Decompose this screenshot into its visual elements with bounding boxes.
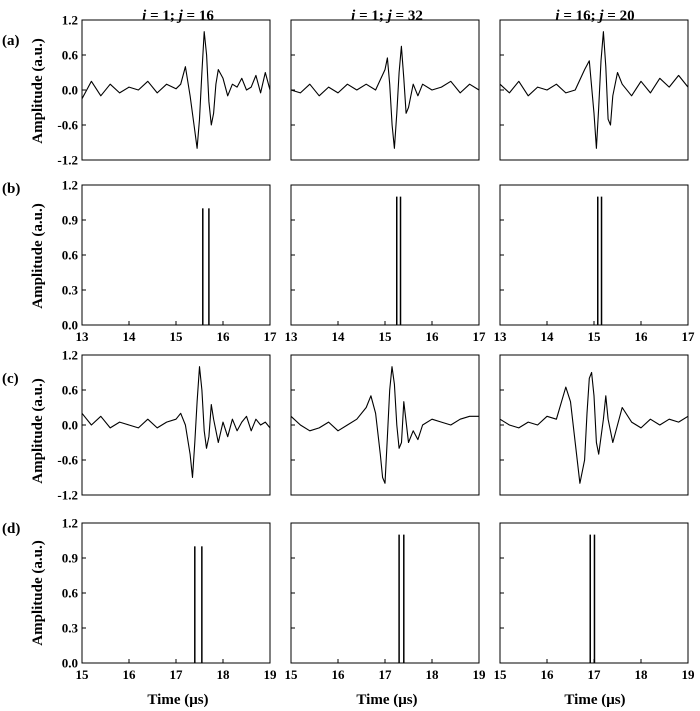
panel-r3-c2-xtick-label-1: 16 bbox=[541, 667, 555, 682]
panel-r2-c0: -1.2 -0.6 0.0 0.6 1.2 bbox=[57, 348, 271, 503]
panel-r3-c2: 15 16 17 18 19 bbox=[494, 522, 696, 682]
panel-r1-c0-xtick-label-3: 16 bbox=[217, 329, 231, 344]
panel-r3-c2-xtick-label-0: 15 bbox=[494, 667, 508, 682]
panel-r1-c0-frame bbox=[81, 184, 271, 326]
panel-r3-c0-ytick-label-2: 0.6 bbox=[62, 586, 79, 601]
panel-r0-c0-ytick-label-4: 1.2 bbox=[62, 13, 78, 28]
panel-r2-c0-ytick-label-4: 1.2 bbox=[62, 348, 78, 363]
panel-r3-c0-ytick-label-0: 0.0 bbox=[62, 656, 78, 671]
row-label-d: (d) bbox=[2, 521, 20, 537]
panel-r0-c1-series-line bbox=[290, 45, 480, 149]
panel-r1-c0-ytick-label-1: 0.3 bbox=[62, 283, 79, 298]
panel-r3-c0: 0.0 0.3 0.6 0.9 1.2 15 16 17 18 19 bbox=[62, 516, 277, 683]
panel-r2-c1 bbox=[290, 354, 480, 496]
panel-r2-c1-series-line bbox=[290, 366, 479, 484]
column-title-2: i = 1; j = 32 bbox=[351, 8, 423, 24]
panel-r3-c1-xtick-label-3: 18 bbox=[426, 667, 440, 682]
panel-r3-c0-xtick-label-1: 16 bbox=[123, 667, 137, 682]
panel-r3-c0-frame bbox=[81, 522, 271, 664]
panel-r1-c1-frame bbox=[290, 184, 480, 326]
panel-r1-c1-xtick-label-1: 14 bbox=[332, 329, 346, 344]
panel-r0-c0-ytick-label-1: -0.6 bbox=[57, 118, 78, 133]
panel-r3-c2-xtick-label-3: 18 bbox=[635, 667, 649, 682]
ylabel-row-b: Amplitude (a.u.) bbox=[30, 203, 46, 308]
panel-r1-c2-xtick-label-3: 16 bbox=[635, 329, 649, 344]
panel-r0-c2-series-line bbox=[499, 31, 689, 149]
panel-r2-c0-frame bbox=[81, 354, 271, 496]
panel-r1-c1-xtick-label-2: 15 bbox=[379, 329, 393, 344]
panel-r3-c0-xtick-label-4: 19 bbox=[264, 667, 278, 682]
panel-r1-c0: 0.0 0.3 0.6 0.9 1.2 13 14 15 16 17 bbox=[62, 178, 277, 345]
xlabel-col-1: Time (μs) bbox=[147, 692, 208, 708]
panel-r3-c1-xtick-label-1: 16 bbox=[332, 667, 346, 682]
panel-r1-c0-xtick-label-0: 13 bbox=[76, 329, 90, 344]
panel-r1-c0-ytick-label-0: 0.0 bbox=[62, 318, 78, 333]
panel-r0-c0-frame bbox=[81, 19, 271, 161]
panel-r1-c2-xtick-label-4: 17 bbox=[682, 329, 696, 344]
row-label-b: (b) bbox=[2, 181, 20, 197]
panel-r2-c0-ytick-label-2: 0.0 bbox=[62, 418, 78, 433]
panel-r3-c0-xtick-label-3: 18 bbox=[217, 667, 231, 682]
panel-r1-c1-xtick-label-3: 16 bbox=[426, 329, 440, 344]
panel-r0-c0-series-line bbox=[81, 31, 271, 149]
panel-r1-c0-xtick-label-4: 17 bbox=[264, 329, 278, 344]
xlabel-col-3: Time (μs) bbox=[564, 692, 625, 708]
panel-r3-c0-xtick-label-0: 15 bbox=[76, 667, 90, 682]
panel-r3-c0-ytick-label-1: 0.3 bbox=[62, 621, 79, 636]
panel-r0-c0: -1.2 -0.6 0.0 0.6 1.2 bbox=[57, 13, 271, 168]
panel-r0-c0-ytick-label-3: 0.6 bbox=[62, 48, 79, 63]
panel-r0-c0-ytick-label-0: -1.2 bbox=[57, 153, 78, 168]
panels-layer: -1.2 -0.6 0.0 0.6 1.2 0.0 0.3 0.6 0.9 1.2 13 14 15 16… bbox=[57, 13, 695, 683]
panel-r3-c1: 15 16 17 18 19 bbox=[285, 522, 487, 682]
panel-r1-c2: 13 14 15 16 17 bbox=[494, 184, 696, 344]
column-title-3: i = 16; j = 20 bbox=[555, 8, 634, 24]
column-title-1: i = 1; j = 16 bbox=[142, 8, 214, 24]
ylabel-row-a: Amplitude (a.u.) bbox=[30, 38, 46, 143]
panel-r1-c2-frame bbox=[499, 184, 689, 326]
panel-r3-c0-ytick-label-3: 0.9 bbox=[62, 551, 79, 566]
panel-r3-c1-xtick-label-0: 15 bbox=[285, 667, 299, 682]
panel-r3-c0-xtick-label-2: 17 bbox=[170, 667, 184, 682]
panel-r3-c1-xtick-label-4: 19 bbox=[473, 667, 487, 682]
panel-r3-c1-frame bbox=[290, 522, 480, 664]
panel-r2-c0-ytick-label-0: -1.2 bbox=[57, 488, 78, 503]
row-label-c: (c) bbox=[2, 371, 19, 387]
panel-r1-c0-ytick-label-2: 0.6 bbox=[62, 248, 79, 263]
panel-r1-c1: 13 14 15 16 17 bbox=[285, 184, 487, 344]
panel-r2-c0-ytick-label-1: -0.6 bbox=[57, 453, 78, 468]
panel-r2-c2-series-line bbox=[499, 371, 689, 484]
panel-r1-c2-xtick-label-1: 14 bbox=[541, 329, 555, 344]
panel-r2-c0-ytick-label-3: 0.6 bbox=[62, 383, 79, 398]
row-label-a: (a) bbox=[2, 33, 20, 49]
panel-r0-c1 bbox=[290, 19, 480, 161]
panel-r1-c2-xtick-label-2: 15 bbox=[588, 329, 602, 344]
panel-r3-c1-xtick-label-2: 17 bbox=[379, 667, 393, 682]
panel-r1-c1-xtick-label-4: 17 bbox=[473, 329, 487, 344]
panel-r2-c0-series-line bbox=[81, 366, 271, 479]
panel-r3-c2-xtick-label-2: 17 bbox=[588, 667, 602, 682]
panel-r0-c0-ytick-label-2: 0.0 bbox=[62, 83, 78, 98]
panel-r1-c2-xtick-label-0: 13 bbox=[494, 329, 508, 344]
panel-r0-c2-frame bbox=[499, 19, 689, 161]
panel-r1-c0-xtick-label-1: 14 bbox=[123, 329, 137, 344]
panel-r3-c2-xtick-label-4: 19 bbox=[682, 667, 696, 682]
panel-r0-c2 bbox=[499, 19, 689, 161]
panel-r3-c0-ytick-label-4: 1.2 bbox=[62, 516, 78, 531]
ylabel-row-c: Amplitude (a.u.) bbox=[30, 378, 46, 483]
panel-r0-c1-frame bbox=[290, 19, 480, 161]
panel-r1-c0-xtick-label-2: 15 bbox=[170, 329, 184, 344]
panel-r1-c0-ytick-label-4: 1.2 bbox=[62, 178, 78, 193]
panel-r1-c0-ytick-label-3: 0.9 bbox=[62, 213, 79, 228]
xlabel-col-2: Time (μs) bbox=[356, 692, 417, 708]
panel-r1-c1-xtick-label-0: 13 bbox=[285, 329, 299, 344]
ylabel-row-d: Amplitude (a.u.) bbox=[30, 540, 46, 645]
panel-r2-c2 bbox=[499, 354, 689, 496]
